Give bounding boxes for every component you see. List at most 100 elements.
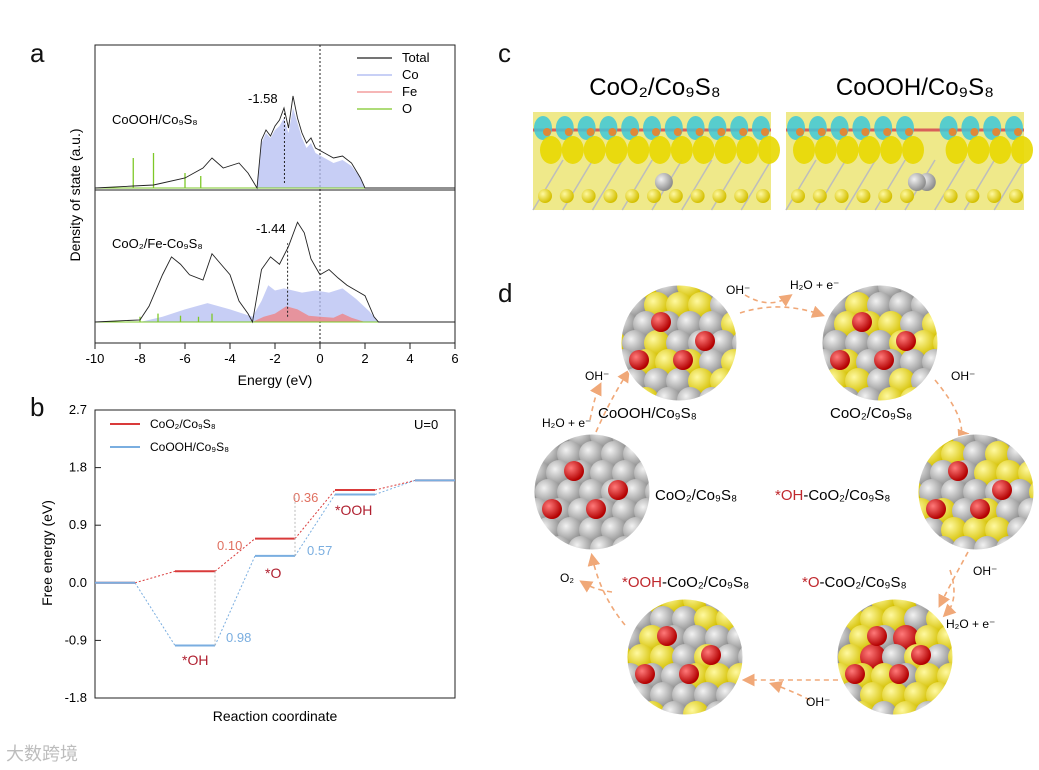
energy-connector [294,494,336,557]
sphere-atom [918,434,934,448]
sphere-atom [822,368,827,394]
dos-x-tick-label: -8 [134,351,146,366]
sphere-atom [845,330,871,356]
energy-y-tick-label: 0.9 [69,517,87,532]
slab-isosurface-yellow [858,136,881,164]
sphere-atom [627,701,643,715]
sphere-atom [918,536,934,550]
sphere-oxygen-atom [867,626,887,646]
sphere-atom [867,292,893,318]
sphere-atom [656,460,682,486]
sphere-oxygen-atom [948,461,968,481]
sphere-atom [666,368,692,394]
sphere-atom [557,441,583,467]
sphere-atom [915,663,941,689]
sphere-oxygen-atom [679,664,699,684]
sphere-atom [893,625,919,651]
sphere-atom [612,498,638,524]
slab-metal-atom [652,128,660,136]
slab-isosurface-yellow [670,136,693,164]
sphere-oxygen-atom [629,350,649,370]
sphere-atom [860,644,886,670]
slab-metal-atom [630,128,639,136]
sphere-oxygen-atom [896,331,916,351]
sphere-rim [620,284,738,402]
slab-isosurface-yellow [880,136,903,164]
slab-bond [785,159,817,211]
sphere-atom [535,479,561,505]
energy-connector [214,555,256,646]
sphere-atom [666,330,692,356]
slab-bond [532,159,564,211]
slab-s-atom [943,189,958,203]
sphere-atom [933,292,938,318]
sphere-atom [944,273,970,299]
slab-s-atom [1009,189,1023,203]
slab-metal-atom [608,128,617,136]
slab-isosurface-yellow [793,136,815,164]
node-oh-suffix: -CoO₂/Co₉S₈ [803,487,890,504]
sphere-atom [634,434,650,448]
panel-b-free-energy-chart: 2.7 1.8 0.9 0.0 -0.9 -1.8 0.10 0.36 0.98 0.57 *OH… [39,402,456,724]
slab-isosurface-yellow [692,136,715,164]
dos-x-tick-label: 2 [361,351,368,366]
slab-s-atom [791,189,805,203]
sphere-atom [963,517,989,543]
sphere-atom [974,460,1000,486]
sphere-atom [743,311,769,337]
sphere-atom [579,441,605,467]
arrow-branch-1 [744,294,793,307]
slab-metal-atom [817,128,826,136]
sphere-atom [944,311,970,337]
sphere-atom [749,663,775,689]
reagent-h2o-1: H₂O + e⁻ [790,278,839,292]
node-ooh-label: *OOH-CoO₂/Co₉S₈ [622,574,749,591]
slab-s-atom [668,189,683,203]
slab-s-atom [538,189,552,203]
sphere-atom [948,682,953,708]
sphere-atoms [627,599,775,715]
node-coo2-label: CoO₂/Co₉S₈ [830,405,912,422]
dos-total-line [94,95,455,190]
sphere-oxygen-atom [608,480,628,500]
legend-fe: Fe [402,84,417,99]
sphere-atoms [822,273,970,401]
sphere-atom [837,701,853,715]
slab-bond [844,159,877,211]
reagent-o2: O₂ [560,571,574,585]
energy-y-tick-label: 2.7 [69,402,87,417]
sphere-atom [694,682,720,708]
node-o-suffix: -CoO₂/Co₉S₈ [820,574,907,591]
sphere-atom [672,606,698,632]
sphere-atom [926,644,952,670]
sphere-atom [985,517,1011,543]
slab-image-coooh [785,112,1033,211]
reagent-oh-1: OH⁻ [726,283,750,297]
slab-s-atom [712,189,727,203]
slab-metal-atom [761,128,769,136]
sphere-atom [845,292,871,318]
sphere-atom [627,606,632,632]
sphere-atom [677,311,703,337]
sphere-atom [941,479,967,505]
slab-isosurface-yellow [967,136,990,164]
sphere-atom [710,330,736,356]
slab-bond [681,159,713,211]
sphere-atom [601,441,627,467]
sphere-atom [645,517,650,543]
sphere-atom [688,292,714,318]
arrow-step-5 [587,552,626,626]
sphere-atom [534,536,550,550]
energy-connector [374,479,416,491]
sphere-atom [918,517,923,543]
sphere-rim [836,598,954,716]
sphere-atom [727,701,743,715]
sphere-atom [628,644,654,670]
sphere-atom [889,292,915,318]
sphere-oxygen-atom [992,480,1012,500]
sphere-atom [694,606,720,632]
slab-s-atom [603,189,618,203]
sphere-atom [621,292,626,318]
sphere-oxygen-atom [830,350,850,370]
slab-metal-atom [586,128,595,136]
